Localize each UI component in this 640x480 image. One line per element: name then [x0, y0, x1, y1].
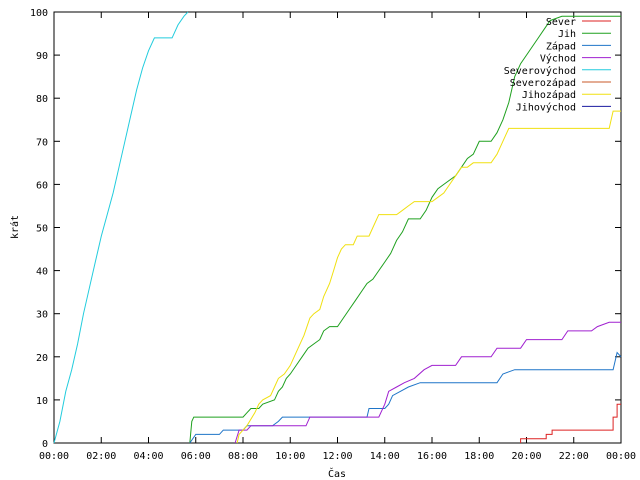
y-tick-label: 10	[36, 396, 48, 407]
y-tick-label: 90	[36, 51, 48, 62]
y-tick-label: 50	[36, 224, 48, 235]
y-tick-label: 20	[36, 353, 48, 364]
y-tick-label: 80	[36, 94, 48, 105]
x-tick-label: 00:00	[39, 451, 69, 462]
series-lines	[53, 11, 622, 444]
x-tick-label: 06:00	[181, 451, 211, 462]
x-tick-label: 20:00	[511, 451, 541, 462]
series-line-3	[234, 321, 621, 444]
x-tick-label: 18:00	[464, 451, 494, 462]
legend-label: Jih	[558, 29, 576, 40]
series-line-2	[189, 351, 622, 444]
x-tick-label: 10:00	[275, 451, 305, 462]
x-tick-label: 04:00	[133, 451, 163, 462]
x-axis: 00:00 02:00 04:00 06:00 08:00 10:00 12:00 14:00…	[39, 12, 636, 462]
legend-label: Severovýchod	[504, 65, 576, 77]
y-axis-label: krát	[9, 215, 21, 239]
y-axis: 0 10 20 30 40 50 60 70 80 90 100	[30, 8, 621, 450]
x-tick-label: 08:00	[228, 451, 258, 462]
legend-label: Jihovýchod	[516, 101, 576, 113]
y-tick-label: 70	[36, 137, 48, 148]
legend-label: Západ	[546, 40, 576, 52]
y-tick-label: 40	[36, 267, 48, 278]
legend-label: Východ	[540, 53, 576, 65]
y-tick-label: 0	[42, 439, 48, 450]
y-tick-label: 30	[36, 310, 48, 321]
x-tick-label: 16:00	[417, 451, 447, 462]
x-tick-label: 22:00	[559, 451, 589, 462]
x-tick-label: 02:00	[86, 451, 116, 462]
legend-label: Severozápad	[510, 77, 576, 89]
series-line-0	[520, 403, 621, 443]
x-tick-label: 00:00	[606, 451, 636, 462]
y-tick-label: 60	[36, 180, 48, 191]
x-tick-label: 12:00	[322, 451, 352, 462]
x-tick-label: 14:00	[370, 451, 400, 462]
series-line-4	[53, 11, 189, 444]
legend: SeverJihZápadVýchodSeverovýchodSeverozáp…	[504, 17, 611, 113]
x-axis-label: Čas	[328, 467, 346, 480]
series-line-1	[189, 15, 621, 444]
y-tick-label: 100	[30, 8, 48, 19]
series-line-6	[236, 110, 621, 444]
legend-label: Sever	[546, 17, 576, 28]
legend-label: Jihozápad	[522, 89, 576, 101]
